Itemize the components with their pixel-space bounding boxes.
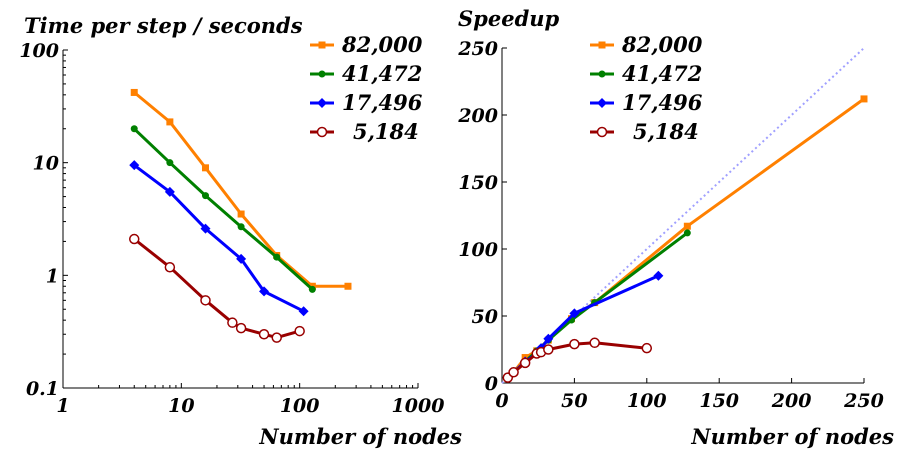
data-point	[259, 286, 270, 297]
series-line	[506, 274, 660, 379]
data-point	[200, 223, 211, 234]
x-tick-label: 50	[561, 390, 587, 412]
y-tick-label: 50	[472, 306, 498, 328]
data-point	[683, 222, 691, 230]
x-tick-label: 100	[280, 395, 320, 417]
y-tick-label: 10	[33, 153, 59, 175]
data-point	[519, 357, 531, 369]
data-point	[543, 333, 554, 344]
data-point	[653, 270, 664, 281]
y-tick-label: 0	[485, 373, 498, 395]
data-point	[166, 118, 174, 126]
data-point	[166, 159, 174, 167]
legend-label: 41,472	[342, 61, 422, 86]
legend-marker	[316, 126, 328, 138]
data-point	[569, 338, 580, 350]
data-point	[344, 282, 352, 290]
x-tick-label: 250	[843, 390, 884, 412]
legend-label: 82,000	[621, 32, 703, 57]
x-tick-label: 1000	[392, 395, 445, 417]
x-tick-label: 100	[627, 390, 667, 412]
data-point	[683, 229, 691, 237]
y-tick-label: 1	[46, 265, 59, 287]
y-tick-label: 250	[457, 38, 498, 60]
data-point	[589, 337, 600, 349]
data-point	[508, 367, 519, 378]
y-tick-label: 100	[19, 40, 59, 62]
legend-marker	[597, 98, 607, 108]
data-point	[164, 261, 176, 273]
legend-marker	[318, 41, 326, 49]
data-point	[235, 322, 247, 334]
data-point	[227, 317, 238, 328]
legend-marker	[318, 70, 326, 78]
y-tick-label: 150	[458, 172, 498, 194]
data-point	[129, 160, 140, 171]
series-line	[133, 163, 305, 313]
chart-title: Speedup	[458, 6, 560, 31]
data-point	[543, 344, 554, 355]
x-axis-label: Number of nodes	[258, 424, 462, 449]
ideal-speedup-line	[501, 47, 865, 384]
data-point	[298, 306, 309, 317]
data-point	[130, 88, 138, 96]
data-point	[164, 186, 175, 197]
data-point	[860, 95, 868, 103]
data-point	[236, 253, 247, 264]
data-point	[308, 285, 316, 293]
data-point	[200, 295, 211, 306]
legend-label: 5,184	[633, 119, 699, 144]
legend-label: 5,184	[353, 119, 419, 144]
legend-marker	[598, 41, 606, 49]
legend-marker	[317, 98, 327, 108]
speedup-chart: Speedup Number of nodes 0 50 100 150 200 250 0…	[457, 6, 894, 449]
data-point	[641, 342, 653, 354]
data-point	[237, 223, 245, 231]
legend-label: 17,496	[342, 90, 423, 115]
x-tick-label: 150	[699, 390, 739, 412]
data-point	[271, 332, 282, 343]
chart-title: Time per step / seconds	[24, 13, 303, 38]
legend-marker	[598, 70, 606, 78]
data-point	[201, 164, 209, 172]
legend-label: 82,000	[341, 32, 423, 57]
y-tick-label: 0.1	[26, 378, 59, 400]
data-point	[258, 328, 270, 340]
data-point	[128, 233, 140, 245]
x-axis-label: Number of nodes	[690, 424, 894, 449]
data-point	[294, 325, 305, 337]
data-point	[569, 308, 580, 319]
data-point	[201, 192, 209, 200]
y-tick-label: 200	[457, 105, 498, 127]
data-point	[273, 253, 281, 261]
x-tick-label: 0	[495, 390, 508, 412]
x-tick-label: 10	[168, 395, 194, 417]
y-tick-label: 100	[458, 239, 498, 261]
data-point	[237, 210, 245, 218]
x-tick-label: 200	[771, 390, 812, 412]
time-per-step-chart: Time per step / seconds Number of nodes …	[19, 13, 462, 449]
x-tick-label: 1	[56, 395, 69, 417]
legend-marker	[596, 126, 608, 138]
data-point	[130, 125, 138, 133]
series-line	[133, 127, 314, 291]
legend-label: 41,472	[622, 61, 702, 86]
legend-label: 17,496	[622, 90, 703, 115]
